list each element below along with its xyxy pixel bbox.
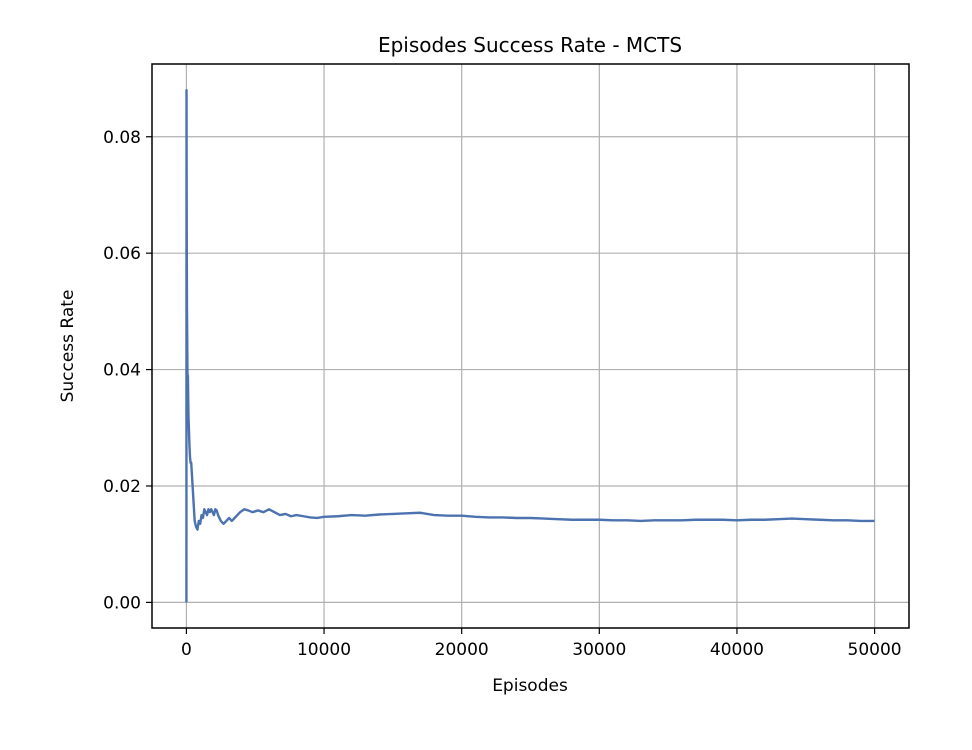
series-layer	[185, 88, 875, 603]
y-tick-label: 0.02	[103, 477, 141, 497]
x-tick-label: 20000	[435, 640, 489, 660]
series-line	[185, 88, 875, 603]
y-tick-label: 0.06	[103, 244, 141, 264]
x-tick-label: 30000	[572, 640, 626, 660]
y-axis: 0.00 0.02 0.04 0.06 0.08	[103, 128, 152, 613]
x-tick-label: 40000	[710, 640, 764, 660]
y-axis-label: Success Rate	[58, 290, 78, 403]
y-tick-label: 0.08	[103, 128, 141, 148]
plot-frame	[151, 63, 910, 629]
chart-title: Episodes Success Rate - MCTS	[378, 33, 682, 57]
grid-lines	[152, 64, 909, 628]
y-tick-label: 0.04	[103, 361, 141, 381]
x-tick-label: 0	[181, 640, 192, 660]
x-axis: 0 10000 20000 30000 40000 50000	[181, 628, 902, 660]
x-tick-label: 10000	[297, 640, 351, 660]
x-tick-label: 50000	[848, 640, 902, 660]
x-axis-label: Episodes	[492, 676, 568, 696]
y-tick-label: 0.00	[103, 593, 141, 613]
